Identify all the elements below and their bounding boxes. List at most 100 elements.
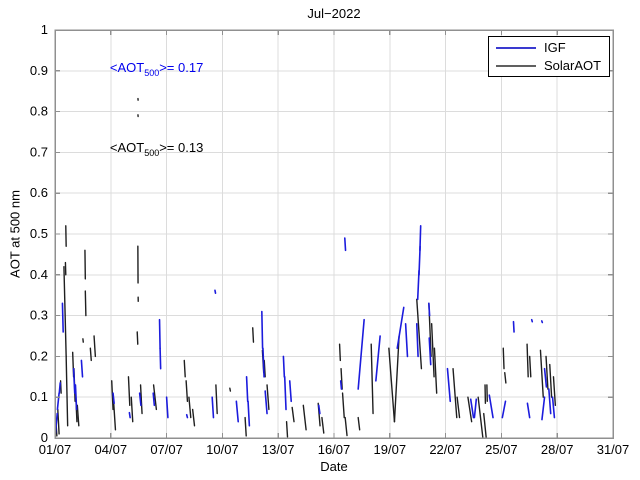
y-tick-label: 0.3	[30, 308, 48, 323]
legend-label-solaraot: SolarAOT	[544, 58, 602, 73]
data-segment-igf	[419, 225, 422, 252]
data-segment-igf	[58, 382, 62, 394]
data-segment-igf	[551, 396, 556, 419]
data-segment-solaraot	[416, 298, 423, 370]
y-tick-label: 0.2	[30, 348, 48, 363]
data-segment-igf	[543, 367, 548, 388]
annotation-solar-post: >= 0.13	[159, 140, 204, 156]
data-segment-solaraot	[127, 376, 131, 407]
data-segment-igf	[235, 400, 240, 423]
data-segment-igf	[61, 302, 64, 333]
x-axis-label: Date	[320, 459, 348, 474]
data-segment-igf	[428, 337, 432, 366]
data-segment-igf	[548, 388, 552, 415]
annotation-igf-pre: <AOT	[109, 59, 145, 75]
data-segment-igf	[152, 392, 156, 407]
data-segment-solaraot	[65, 355, 69, 427]
data-segment-solaraot	[291, 406, 295, 423]
solaraot-line-sample	[496, 65, 536, 67]
data-segment-solaraot	[452, 367, 458, 419]
data-segment-igf	[541, 396, 546, 421]
data-segment-igf	[72, 367, 76, 394]
data-segment-solaraot	[456, 396, 461, 419]
data-segment-solaraot	[185, 380, 189, 402]
data-segment-igf	[488, 394, 494, 419]
data-segment-solaraot	[393, 335, 400, 423]
data-segment-igf	[501, 400, 507, 419]
data-segment-igf	[540, 320, 544, 324]
annotation-solar-sub: 500	[144, 147, 160, 158]
data-segment-solaraot	[244, 416, 247, 437]
data-segment-solaraot	[526, 343, 529, 378]
data-segment-igf	[282, 355, 286, 378]
y-tick-label: 0.8	[30, 104, 48, 119]
annotation-solar-mean: <AOT500>= 0.13	[110, 140, 203, 158]
data-segment-igf	[428, 302, 431, 317]
y-tick-label: 0.4	[30, 267, 48, 282]
data-segment-solaraot	[89, 347, 92, 362]
x-tick-label: 28/07	[541, 442, 574, 457]
legend-item-igf: IGF	[489, 39, 609, 57]
data-segment-solaraot	[549, 363, 553, 398]
data-segment-solaraot	[321, 416, 325, 434]
data-segment-igf	[261, 310, 264, 350]
y-axis-label: AOT at 500 nm	[7, 190, 23, 278]
data-segment-igf	[211, 396, 215, 419]
data-segment-solaraot	[502, 347, 505, 370]
data-segment-solaraot	[370, 343, 374, 415]
data-segment-solaraot	[84, 290, 87, 317]
data-segment-igf	[245, 375, 249, 403]
data-segment-solaraot	[302, 404, 307, 431]
chart-title: Jul−2022	[307, 6, 361, 21]
data-segment-solaraot	[341, 392, 345, 419]
data-segment-igf	[473, 398, 478, 419]
data-segment-solaraot	[139, 384, 143, 415]
x-tick-label: 22/07	[429, 442, 462, 457]
y-tick-label: 0.9	[30, 63, 48, 78]
data-segment-igf	[446, 367, 452, 403]
legend-item-solaraot: SolarAOT	[489, 57, 609, 75]
data-segment-solaraot	[130, 396, 134, 423]
y-tick-label: 0.5	[30, 226, 48, 241]
data-segment-solaraot	[93, 335, 97, 358]
igf-line-sample	[496, 47, 536, 49]
data-segment-igf	[404, 322, 409, 358]
data-segment-solaraot	[528, 355, 532, 378]
data-segment-solaraot	[340, 367, 343, 390]
data-segment-solaraot	[344, 416, 348, 437]
data-segment-igf	[159, 347, 162, 370]
annotation-igf-post: >= 0.17	[159, 59, 204, 75]
data-segment-igf	[80, 359, 84, 378]
x-tick-label: 31/07	[597, 442, 630, 457]
data-segment-solaraot	[76, 404, 80, 427]
x-tick-label: 19/07	[374, 442, 407, 457]
data-segment-solaraot	[111, 380, 114, 411]
data-segment-igf	[74, 384, 78, 411]
data-segment-solaraot	[183, 359, 186, 378]
data-segment-solaraot	[191, 408, 196, 427]
data-segment-igf	[415, 322, 419, 358]
data-segment-igf	[262, 347, 265, 378]
data-segment-igf	[138, 392, 142, 407]
x-tick-label: 10/07	[206, 442, 239, 457]
legend: IGF SolarAOT	[488, 36, 610, 77]
data-segment-solaraot	[266, 384, 270, 411]
data-segment-solaraot	[285, 420, 289, 438]
x-tick-label: 07/07	[150, 442, 183, 457]
data-segment-igf	[343, 237, 347, 252]
data-segment-solaraot	[539, 349, 544, 398]
y-tick-label: 0.1	[30, 389, 48, 404]
data-segment-igf	[526, 402, 531, 419]
data-segment-solaraot	[504, 372, 507, 384]
data-segment-solaraot	[357, 416, 361, 431]
data-segment-solaraot	[430, 323, 435, 378]
x-tick-label: 25/07	[485, 442, 518, 457]
data-segment-igf	[283, 375, 287, 411]
data-segment-igf	[56, 392, 60, 411]
data-segment-igf	[112, 392, 115, 405]
data-segment-solaraot	[338, 343, 342, 362]
y-tick-label: 0	[41, 430, 48, 445]
x-tick-label: 13/07	[262, 442, 295, 457]
data-segment-solaraot	[483, 412, 487, 438]
